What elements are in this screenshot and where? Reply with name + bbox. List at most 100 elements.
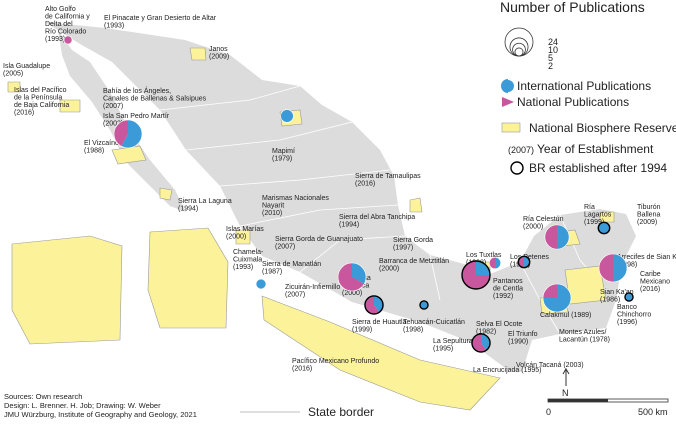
reserve-label: El Vizcaíno (1988)	[84, 140, 119, 155]
label-line: Pacífico Mexicano Profundo	[292, 358, 379, 365]
size-label: 5	[548, 53, 553, 63]
legend-year: Year of Establishment	[537, 142, 654, 156]
marine-reserve	[11, 235, 123, 345]
legend-international: International Publications	[517, 79, 651, 93]
reserve-label: La Encrucijada (1995)	[473, 367, 542, 374]
pie	[419, 300, 429, 310]
label-line: de Centla	[493, 286, 523, 293]
label-line: (2000)	[379, 266, 399, 273]
pie	[280, 109, 294, 123]
label-line: (1988)	[84, 148, 104, 155]
marine-reserve	[261, 295, 501, 411]
label-line: Sian Ka'an	[600, 289, 634, 296]
label-line: (2000)	[226, 234, 246, 241]
label-line: Arrecifes de Sian Ka'an	[617, 254, 676, 261]
label-line: (1994)	[178, 206, 198, 213]
land	[45, 22, 636, 372]
reserve-label: Sierra de Manatlán (1987)	[262, 261, 321, 276]
pie-slice	[471, 333, 487, 353]
pie	[517, 255, 531, 269]
reserve-label: Sierra de Tamaulipas (2016)	[355, 173, 421, 188]
label-line: (2007)	[103, 103, 123, 110]
label-line: Marismas Nacionales	[262, 195, 329, 202]
label-line: Tiburón	[637, 204, 661, 211]
pie-slice	[338, 263, 365, 291]
label-line: Ría	[584, 204, 595, 211]
baja-california	[58, 30, 186, 212]
size-circle	[514, 47, 524, 57]
north-label: N	[562, 388, 569, 398]
pie	[597, 221, 611, 235]
label-line: (1997)	[393, 245, 413, 252]
pie-slice	[121, 120, 143, 149]
label-line: Delta del	[45, 21, 73, 28]
label-line: (1993)	[104, 23, 124, 30]
after-1994-swatch	[510, 161, 524, 175]
pie-outline	[461, 260, 491, 290]
label-line: Bahía de los Ángeles,	[103, 86, 171, 95]
label-line: (1993)	[233, 264, 253, 271]
credit-line: Design: L. Brenner. H. Job; Drawing: W. …	[4, 401, 161, 410]
pie	[337, 262, 367, 292]
pie-outline	[488, 256, 502, 270]
label-line: (2000)	[342, 290, 362, 297]
credit-line: JMU Würzburg, Institute of Geography and…	[4, 410, 197, 419]
label-line: Tehuacán-Cuicatlán	[403, 319, 465, 326]
reserve-label: Marismas Nacionales Nayarit (2010)	[262, 195, 329, 217]
reserve-label: Sierra Gorda (1997)	[393, 237, 433, 252]
label-line: (2016)	[292, 366, 312, 373]
legend-year-example: (2007)	[508, 145, 534, 155]
size-label: 24	[548, 37, 558, 47]
reserve-label: Barranca de Metztitlán (2000)	[379, 258, 449, 273]
pie-slice	[543, 284, 557, 298]
pie-slice	[114, 120, 128, 147]
label-line: (1995)	[433, 346, 453, 353]
size-label: 2	[548, 61, 553, 71]
label-line: Lagartos	[584, 212, 612, 219]
mainland	[45, 22, 636, 372]
pie-outline	[255, 278, 267, 290]
size-circle	[509, 37, 529, 57]
pie-slice	[495, 257, 501, 269]
reserve-label: Chamela-Cuixmala (1993)	[233, 249, 264, 271]
label-line: (1998)	[617, 262, 637, 269]
label-line: Calakmul (1989)	[540, 312, 591, 319]
pie-outline	[364, 295, 384, 315]
label-line: Isla San Pedro Martír	[103, 113, 170, 120]
reserve-label: Selva El Ocote (1982)	[476, 321, 522, 336]
credit-line: Sources: Own research	[4, 392, 82, 401]
label-line: Los Petenes	[510, 254, 549, 261]
pie	[488, 256, 502, 270]
label-line: de Baja California	[14, 102, 69, 109]
reserve-label: Islas Marías (2000)	[226, 226, 264, 241]
label-line: La Encrucijada (1995)	[473, 367, 542, 374]
legend-national: National Publications	[517, 95, 629, 109]
pie-outline	[63, 35, 73, 45]
reserve-label: Sian Ka'an (1986)	[600, 289, 634, 304]
pie-outline	[624, 292, 634, 302]
label-line: Ballena	[637, 212, 660, 219]
legend-reserve: National Biosphere Reserve	[529, 121, 676, 135]
reserve-label: Isla Guadalupe (2005)	[3, 63, 50, 78]
label-line: (1979)	[272, 156, 292, 163]
reserve-label: Banco Chinchorro (1996)	[617, 304, 651, 326]
reserve-label: Mapimí (1979)	[272, 148, 295, 163]
label-line: Sierra de Manatlán	[262, 261, 321, 268]
label-line: Ría Celestún	[523, 216, 564, 223]
pie-slice	[63, 35, 73, 45]
international-swatch	[502, 80, 514, 92]
label-line: (2007)	[285, 292, 305, 299]
pie-slice	[476, 261, 490, 275]
reserve-label: Arrecifes de Sian Ka'an(1998)	[617, 254, 676, 269]
label-line: El Vizcaíno	[84, 140, 119, 147]
label-line: Isla Guadalupe	[3, 63, 50, 70]
label-line: Caribe	[640, 271, 661, 278]
size-circle	[504, 27, 534, 57]
label-line: Nayarit	[262, 203, 284, 210]
reserve-label: Ría Lagartos (1999)	[584, 204, 612, 226]
reserve-label: Zicuirán-Infiernillo (2007)	[285, 284, 340, 299]
label-line: Islas del Pacífico	[14, 87, 67, 94]
legend-border: State border	[308, 405, 374, 419]
label-line: (2002)	[103, 121, 123, 128]
